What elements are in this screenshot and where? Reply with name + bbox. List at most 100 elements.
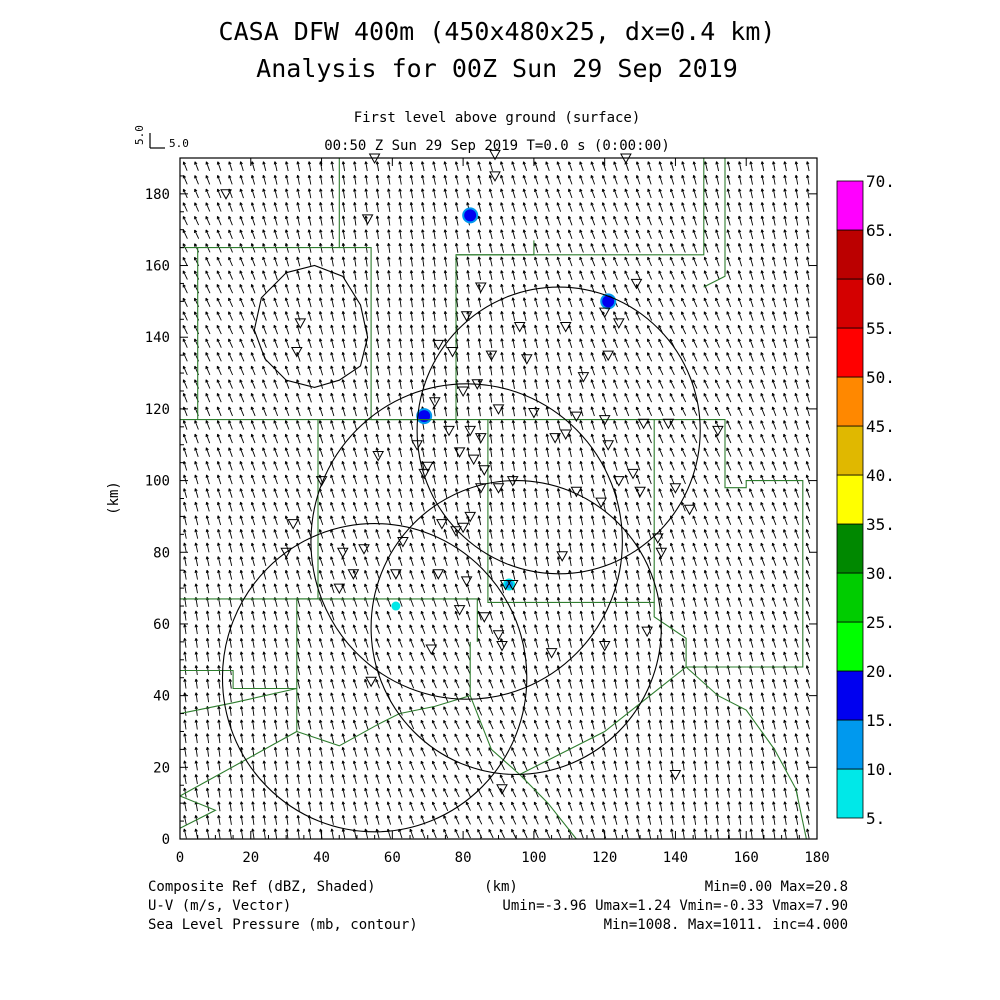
- radar-range-ring: [310, 383, 623, 700]
- station-marker: [651, 533, 664, 544]
- colorbar-label: 45.: [866, 417, 895, 436]
- station-marker: [453, 605, 466, 616]
- y-tick-label: 80: [153, 545, 170, 561]
- colorbar-label: 5.: [866, 809, 885, 828]
- county-line: [685, 666, 807, 840]
- station-marker: [598, 307, 611, 319]
- station-marker: [446, 347, 459, 358]
- colorbar-swatch: [836, 376, 864, 427]
- station-marker: [220, 189, 232, 200]
- station-marker: [627, 468, 639, 480]
- station-marker: [612, 476, 625, 487]
- station-marker: [489, 149, 501, 161]
- station-marker: [506, 580, 519, 591]
- station-marker: [598, 415, 611, 426]
- station-marker: [315, 476, 328, 487]
- county-line: [180, 158, 340, 249]
- colorbar-label: 40.: [866, 466, 895, 485]
- county-line: [519, 774, 577, 840]
- colorbar-swatch: [836, 180, 864, 231]
- chart-title-line1: CASA DFW 400m (450x480x25, dx=0.4 km): [219, 17, 776, 46]
- station-marker: [436, 519, 448, 530]
- station-marker: [492, 404, 505, 415]
- station-marker: [506, 476, 519, 487]
- axis-ticks: 0 20 40 60 80 100 120 140 160 180 0 20 40 60 80 100 120 1…: [145, 158, 830, 866]
- station-marker: [595, 497, 607, 509]
- wind-vectors-path: [182, 161, 811, 839]
- x-tick-label: 140: [663, 850, 688, 866]
- colorbar-swatch: [836, 474, 864, 525]
- station-marker: [287, 519, 300, 530]
- colorbar-swatch: [836, 229, 864, 280]
- station-marker: [290, 347, 303, 358]
- station-marker: [464, 425, 477, 437]
- x-tick-label: 80: [455, 850, 472, 866]
- station-marker: [683, 504, 696, 516]
- x-tick-label: 180: [804, 850, 829, 866]
- colorbar-label: 60.: [866, 270, 895, 289]
- station-marker: [577, 372, 590, 383]
- y-tick-label: 60: [153, 617, 170, 633]
- reference-vector: 5.0 5.0: [133, 125, 189, 150]
- station-marker: [474, 483, 487, 494]
- station-marker: [634, 486, 646, 498]
- time-label: 00:50 Z Sun 29 Sep 2019 T=0.0 s (0:00:00…: [324, 138, 670, 154]
- y-tick-label: 0: [162, 832, 170, 848]
- footer-slp-minmax: Min=1008. Max=1011. inc=4.000: [604, 917, 848, 933]
- x-tick-label: 20: [242, 850, 259, 866]
- wind-vector-field: [182, 161, 811, 839]
- radar-range-ring: [370, 480, 662, 776]
- station-marker: [612, 318, 625, 329]
- station-marker: [641, 626, 653, 638]
- station-marker: [390, 569, 402, 580]
- station-marker: [496, 784, 508, 795]
- station-marker: [669, 770, 682, 781]
- colorbar-label: 25.: [866, 613, 895, 632]
- station-marker: [559, 429, 572, 441]
- county-line: [179, 795, 217, 829]
- radar-range-rings: [221, 286, 701, 833]
- colorbar-swatch: [836, 621, 864, 672]
- reference-vector-v-label: 5.0: [133, 125, 146, 145]
- county-line: [339, 247, 372, 420]
- county-boundaries: [179, 158, 807, 840]
- station-marker: [421, 461, 434, 473]
- y-tick-label: 20: [153, 760, 170, 776]
- colorbar-label: 15.: [866, 711, 895, 730]
- reflectivity-cell: [464, 209, 477, 222]
- county-line: [703, 158, 726, 288]
- colorbar-label: 50.: [866, 368, 895, 387]
- county-line: [180, 419, 804, 668]
- station-marker: [418, 468, 431, 480]
- county-line: [179, 687, 297, 715]
- station-marker: [655, 547, 668, 559]
- x-axis-unit: (km): [484, 879, 518, 895]
- chart-title-line2: Analysis for 00Z Sun 29 Sep 2019: [256, 54, 738, 83]
- station-marker: [428, 397, 441, 408]
- station-marker: [492, 483, 505, 494]
- colorbar-label: 20.: [866, 662, 895, 681]
- y-axis-label: (km): [106, 481, 122, 515]
- colorbar-swatch: [836, 523, 864, 574]
- station-marker: [485, 350, 498, 362]
- station-marker: [474, 282, 487, 294]
- station-marker: [528, 408, 540, 419]
- colorbar-label: 10.: [866, 760, 895, 779]
- station-marker: [559, 322, 572, 333]
- footer-composite-ref: Composite Ref (dBZ, Shaded): [148, 879, 376, 895]
- x-tick-label: 40: [313, 850, 330, 866]
- station-marker: [280, 547, 293, 559]
- radar-range-ring: [221, 523, 528, 833]
- station-marker: [492, 630, 505, 641]
- station-marker: [467, 454, 480, 466]
- colorbar-swatch: [836, 278, 864, 329]
- station-marker: [570, 486, 583, 498]
- level-label: First level above ground (surface): [354, 110, 641, 126]
- colorbar-label: 65.: [866, 221, 895, 240]
- station-marker: [443, 425, 455, 437]
- station-marker: [637, 418, 650, 430]
- station-marker: [602, 440, 615, 451]
- radar-range-ring: [416, 286, 701, 575]
- x-tick-label: 100: [521, 850, 546, 866]
- y-tick-label: 180: [145, 187, 170, 203]
